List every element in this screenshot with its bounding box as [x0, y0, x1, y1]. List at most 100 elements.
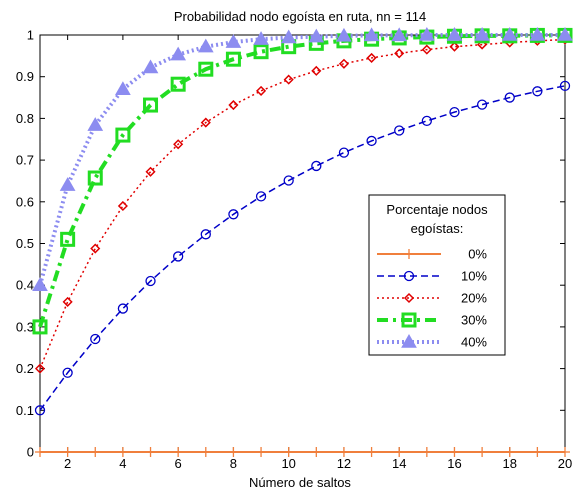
series-40pct — [32, 26, 573, 291]
series-40pct-point — [225, 34, 242, 48]
x-tick-label: 18 — [503, 456, 517, 471]
legend-label: 20% — [461, 291, 487, 306]
series-10pct-point — [504, 92, 515, 103]
series-20pct-point — [366, 52, 377, 63]
series-40pct-point — [501, 26, 518, 41]
series-30pct-point — [170, 76, 186, 92]
series-40pct-point — [170, 46, 187, 61]
x-tick-label: 8 — [230, 456, 237, 471]
legend-label: 30% — [461, 313, 487, 328]
series-20pct-point — [394, 48, 405, 59]
y-tick-label: 0 — [27, 445, 34, 460]
series-10pct-point — [117, 303, 129, 314]
series-20pct-point — [338, 58, 350, 69]
series-40pct-point — [557, 26, 573, 41]
x-tick-label: 20 — [558, 456, 572, 471]
y-tick-label: 0.3 — [16, 319, 34, 334]
series-20pct-point — [255, 85, 267, 96]
legend-label: 0% — [468, 247, 487, 262]
series-10pct-point — [255, 191, 267, 202]
series-30pct-point — [115, 127, 131, 143]
series-10pct-point — [283, 175, 294, 186]
series-10pct-point — [338, 147, 350, 158]
series-30pct-point — [32, 319, 48, 335]
legend: Porcentaje nodos egoístas: 0% 10% 20% 30% 40% — [368, 194, 506, 356]
series-10pct-point — [394, 125, 405, 136]
x-tick-label: 4 — [119, 456, 126, 471]
series-10pct-point — [90, 333, 101, 345]
series-20pct-line — [39, 38, 566, 369]
series-20pct-point — [173, 139, 184, 150]
series-20pct-point — [311, 65, 322, 76]
series-10pct-point — [366, 135, 377, 147]
series-40pct-point — [474, 26, 490, 41]
series-40pct-point — [418, 26, 435, 41]
series-20pct-point — [34, 363, 46, 374]
series-40pct-point — [115, 81, 131, 95]
series-10pct-point — [559, 80, 571, 92]
y-tick-label: 0.6 — [16, 194, 34, 209]
legend-label: 40% — [461, 335, 487, 350]
series-40pct-point — [59, 177, 76, 191]
series-30pct-point — [60, 231, 76, 247]
series-40pct-point — [391, 27, 408, 42]
x-tick-label: 14 — [392, 456, 406, 471]
legend-title: Porcentaje nodos — [386, 202, 488, 217]
series-10pct-point — [145, 275, 156, 287]
y-tick-label: 0.9 — [16, 69, 34, 84]
y-tick-label: 0.1 — [16, 403, 34, 418]
series-20pct-point — [283, 74, 294, 85]
series-40pct-line — [38, 33, 565, 286]
y-tick-label: 0.4 — [16, 278, 34, 293]
legend-swatch-marker — [401, 333, 417, 348]
series-10pct-point — [200, 229, 211, 240]
x-tick-label: 16 — [447, 456, 461, 471]
x-tick-label: 12 — [337, 456, 351, 471]
y-tick-label: 0.2 — [16, 361, 34, 376]
series-40pct-point — [32, 277, 48, 291]
series-30pct-point — [225, 51, 241, 67]
series-40pct-point — [253, 31, 269, 45]
series-0pct — [35, 447, 570, 457]
legend-box — [368, 194, 506, 356]
y-tick-label: 0.5 — [16, 236, 34, 251]
series-10pct-point — [476, 99, 488, 110]
series-10pct-point — [34, 405, 46, 416]
series-10pct — [34, 80, 571, 416]
x-tick-label: 2 — [64, 456, 71, 471]
series-10pct-point — [449, 106, 460, 118]
plot-area: 00.10.20.30.40.50.60.70.80.912 4 6 8 10 12 14 1… — [16, 26, 573, 471]
series-20pct-point — [200, 117, 211, 128]
series-30pct-point — [198, 61, 214, 77]
series-20pct-point — [62, 296, 73, 307]
legend-swatch-marker — [401, 312, 417, 328]
series-20pct-point — [228, 99, 239, 111]
x-tick-label: 10 — [281, 456, 295, 471]
series-20pct-point — [117, 200, 128, 212]
series-40pct-point — [446, 26, 463, 41]
series-20pct-point — [421, 44, 432, 55]
series-40pct-point — [336, 27, 352, 42]
series-20pct-point — [145, 166, 156, 177]
legend-swatch-marker — [403, 292, 415, 304]
series-40pct-point — [308, 28, 325, 43]
series-40pct-point — [363, 27, 380, 42]
series-20pct — [34, 34, 571, 374]
y-tick-label: 0.7 — [16, 153, 34, 168]
series-40pct-point — [280, 29, 297, 44]
y-tick-label: 1 — [27, 28, 34, 43]
series-40pct-point — [142, 59, 159, 74]
x-tick-label: 6 — [175, 456, 182, 471]
series-20pct-point — [90, 243, 101, 254]
series-30pct-point — [143, 97, 159, 113]
series-10pct-point — [62, 367, 73, 378]
series-20pct-point — [449, 41, 460, 52]
series-10pct-point — [311, 160, 322, 172]
legend-label: 10% — [461, 269, 487, 284]
series-10pct-point — [228, 209, 239, 220]
chart-title: Probabilidad nodo egoísta en ruta, nn = … — [174, 9, 426, 24]
legend-title: egoístas: — [411, 221, 464, 236]
series-30pct-point — [253, 44, 269, 60]
x-axis-label: Número de saltos — [249, 475, 351, 490]
